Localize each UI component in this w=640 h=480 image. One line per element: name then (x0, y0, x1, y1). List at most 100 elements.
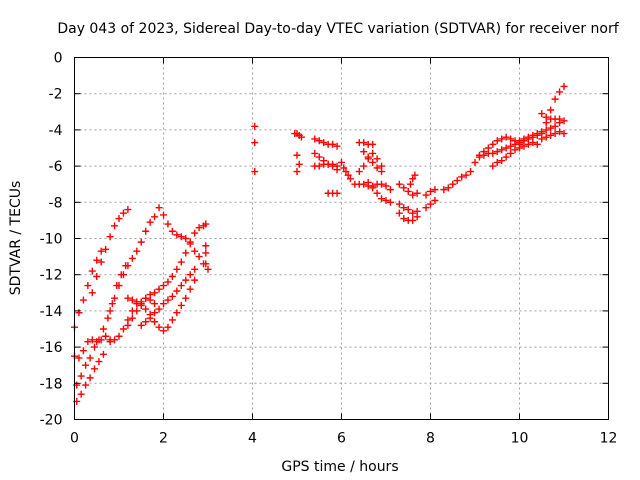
data-point (186, 240, 194, 248)
data-point (164, 296, 172, 304)
y-tick-label: -10 (40, 232, 63, 248)
data-point (93, 256, 101, 264)
data-point (378, 180, 386, 188)
data-point (168, 316, 176, 324)
data-point (360, 148, 368, 156)
y-tick-label: -2 (49, 87, 63, 103)
series-arc-5 (88, 206, 132, 297)
data-point (431, 186, 439, 194)
data-point (104, 314, 112, 322)
data-point (133, 307, 141, 315)
data-point (529, 131, 537, 139)
data-point (155, 323, 163, 331)
x-tick-label: 10 (511, 431, 529, 447)
series-arc-22 (395, 180, 421, 224)
data-point (560, 82, 568, 90)
data-point (493, 137, 501, 145)
data-point (344, 171, 352, 179)
series-arc-18 (338, 158, 354, 183)
data-point (406, 180, 414, 188)
data-point (444, 184, 452, 192)
data-point (160, 327, 167, 335)
data-point (182, 249, 190, 257)
data-point (111, 294, 119, 302)
data-point (186, 271, 194, 279)
data-point (480, 151, 488, 159)
data-point (489, 162, 497, 170)
data-point (489, 149, 497, 157)
data-point (177, 282, 185, 290)
data-point (164, 278, 172, 286)
data-point (202, 249, 210, 257)
data-point (128, 296, 136, 304)
data-point (360, 139, 368, 147)
data-point (400, 215, 408, 223)
data-point (502, 144, 510, 152)
data-point (75, 354, 83, 362)
data-point (155, 285, 163, 293)
data-point (106, 233, 114, 241)
series-arc-12 (202, 220, 210, 268)
data-point (75, 309, 83, 317)
data-point (369, 158, 377, 166)
x-tick-label: 6 (337, 431, 346, 447)
series-arc-9 (124, 276, 199, 335)
data-point (86, 354, 94, 362)
data-point (177, 233, 185, 241)
data-point (502, 153, 510, 161)
data-point (409, 209, 417, 217)
series-arc-17 (324, 189, 341, 197)
data-point (507, 149, 515, 157)
series-arc-28 (489, 139, 537, 170)
data-point (333, 189, 341, 197)
series-arc-3 (73, 262, 130, 389)
data-point (449, 180, 457, 188)
data-point (382, 182, 390, 190)
data-point (108, 300, 116, 308)
data-point (364, 178, 372, 186)
y-tick-label: -14 (40, 304, 63, 320)
data-point (386, 186, 394, 194)
data-point (151, 318, 159, 326)
y-tick-label: -4 (49, 123, 63, 139)
data-point (409, 216, 417, 224)
data-point (119, 271, 127, 279)
data-point (173, 309, 181, 317)
data-point (195, 224, 203, 232)
data-point (191, 229, 199, 237)
data-point (369, 140, 377, 148)
y-tick-label: -8 (49, 195, 63, 211)
data-point (489, 140, 497, 148)
data-point (498, 146, 506, 154)
data-point (77, 372, 85, 380)
data-point (422, 204, 430, 212)
data-point (133, 298, 141, 306)
data-point (471, 158, 479, 166)
data-point (502, 133, 510, 141)
data-point (191, 265, 199, 273)
data-point (77, 390, 85, 398)
data-point (102, 332, 110, 340)
data-point (88, 336, 96, 344)
data-point (338, 158, 345, 166)
y-tick-label: -12 (40, 268, 63, 284)
x-axis-label: GPS time / hours (281, 459, 398, 475)
data-point (119, 209, 127, 217)
data-point (333, 142, 341, 150)
x-tick-label: 4 (248, 431, 257, 447)
series-arc-24 (422, 186, 439, 212)
series-arc-30 (538, 128, 568, 143)
data-point (400, 184, 408, 192)
data-point (498, 135, 506, 143)
data-point (191, 247, 199, 255)
data-point (431, 196, 439, 204)
data-point (82, 361, 90, 369)
data-point (84, 338, 92, 346)
data-point (177, 301, 185, 309)
data-points (71, 82, 568, 405)
data-point (137, 301, 145, 309)
y-tick-labels: 0 -2 -4 -6 -8 -10 -12 -14 -16 -18 -20 (40, 51, 63, 429)
data-point (427, 187, 434, 195)
data-point (97, 247, 105, 255)
data-point (458, 173, 466, 181)
